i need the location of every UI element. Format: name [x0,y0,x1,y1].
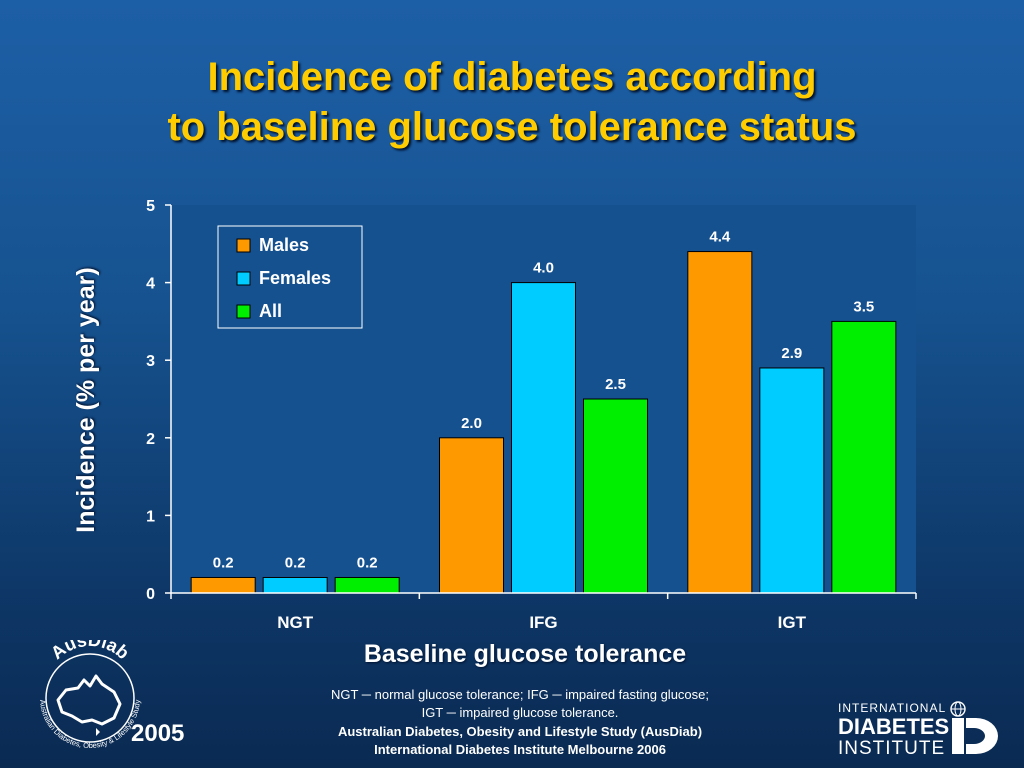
bar-males-igt [687,251,753,594]
ausdiab-ring-text: Australian Diabetes, Obesity & Lifestyle… [38,699,142,750]
x-tick-label: NGT [277,613,314,632]
ausdiab-logo: AusDiab Australian Diabetes, Obesity & L… [38,640,142,750]
legend-label: Females [259,268,331,288]
bar-all-igt [831,320,897,594]
data-label: 2.0 [461,415,482,432]
y-tick-label: 4 [146,276,155,293]
abbreviation-note-line-1: NGT ─ normal glucose tolerance; IFG ─ im… [330,687,709,702]
y-tick-label: 2 [146,431,155,448]
globe-meridian-icon [954,701,962,717]
legend-label: Males [259,235,309,255]
bar-all-ngt [334,576,400,594]
data-label: 3.5 [853,298,874,315]
legend-swatch [236,304,251,319]
idi-text-diabetes: DIABETES [838,714,949,739]
title-line-2: to baseline glucose tolerance status [167,105,857,149]
legend-swatch [236,271,251,286]
bar-males-ngt [190,576,256,594]
y-tick-label: 1 [146,508,155,525]
ausdiab-name: AusDiab [47,640,133,663]
y-tick-label: 0 [146,586,155,603]
ausdiab-ring-circle [45,653,135,743]
data-label: 4.4 [709,229,731,246]
idi-d-shape-icon [966,718,998,754]
legend-label: All [259,301,282,321]
source-credit-line-2: International Diabetes Institute Melbour… [374,742,666,757]
source-credit-line-1: Australian Diabetes, Obesity and Lifesty… [337,724,703,739]
y-tick-label: 3 [146,353,155,370]
bar-females-igt [759,367,825,594]
data-label: 2.5 [605,376,626,393]
y-axis-title: Incidence (% per year) [72,267,100,533]
data-label: 0.2 [285,554,306,571]
idi-logo: INTERNATIONAL DIABETES INSTITUTE [838,701,998,759]
title-line-1: Incidence of diabetes according [207,55,817,99]
idi-text-institute: INSTITUTE [838,738,945,759]
idi-text-international: INTERNATIONAL [838,701,946,715]
year-label: 2005 [131,720,185,747]
australia-map-icon [56,674,122,726]
x-tick-label: IGT [778,613,807,632]
tasmania-icon [96,728,100,736]
bar-males-ifg [439,437,504,594]
data-label: 0.2 [357,554,378,571]
abbreviation-note-line-2: IGT ─ impaired glucose tolerance. [421,705,619,720]
y-tick-label: 5 [146,198,155,215]
bar-all-ifg [583,398,648,594]
bar-females-ngt [262,576,328,594]
x-tick-label: IFG [529,613,557,632]
bar-females-ifg [511,282,576,594]
legend-swatch [236,238,251,253]
data-label: 4.0 [533,260,554,277]
idi-i-stem-icon [952,718,964,754]
data-label: 0.2 [213,554,234,571]
data-label: 2.9 [781,345,802,362]
x-axis-title: Baseline glucose tolerance [363,640,687,668]
